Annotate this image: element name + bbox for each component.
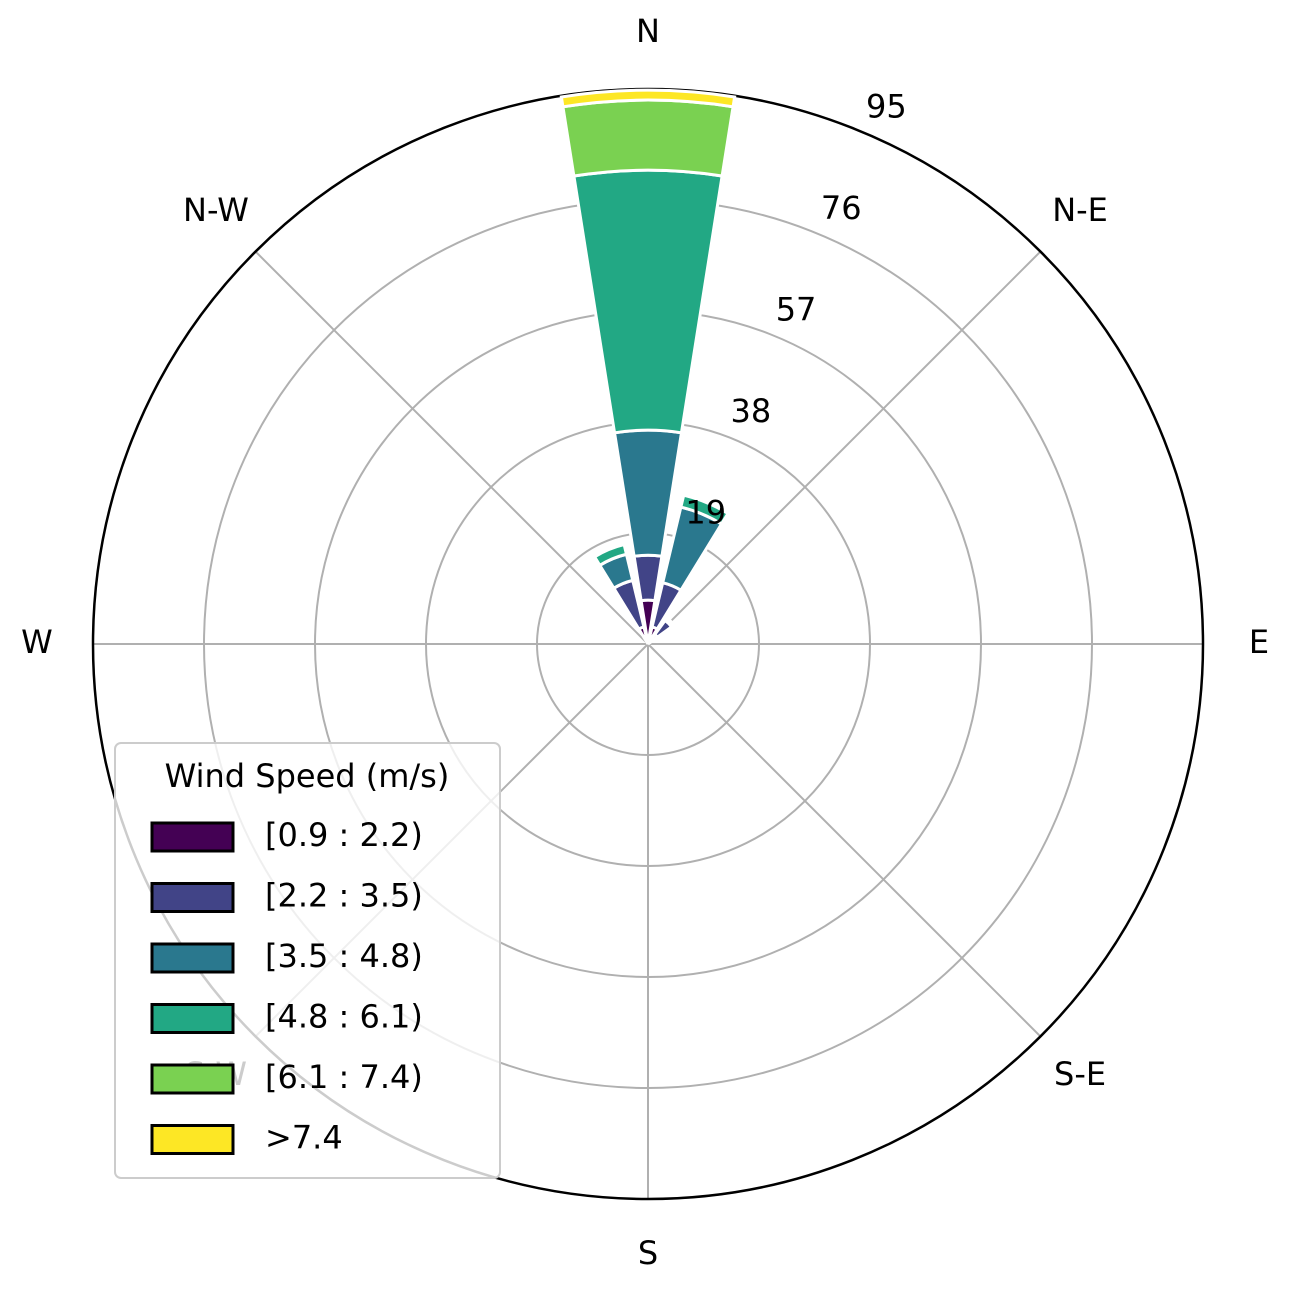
legend-label: [4.8 : 6.1) <box>265 998 423 1036</box>
legend-swatch <box>150 942 235 974</box>
direction-label: S-E <box>1054 1055 1106 1093</box>
legend-label: [3.5 : 4.8) <box>265 937 423 975</box>
direction-label: N <box>636 12 660 50</box>
legend-swatch <box>150 882 235 913</box>
rose-segment <box>612 428 684 559</box>
rose-segment <box>561 98 735 178</box>
direction-label: N-W <box>183 191 249 229</box>
legend-label: >7.4 <box>265 1119 343 1157</box>
legend-label: [2.2 : 3.5) <box>265 877 423 915</box>
rose-segment <box>572 168 724 435</box>
grid-spoke <box>647 250 1042 645</box>
legend: Wind Speed (m/s) [0.9 : 2.2) [2.2 : 3.5) [3… <box>114 742 501 1179</box>
grid-spoke <box>254 250 649 645</box>
legend-swatch <box>150 1063 235 1095</box>
radial-tick-label: 57 <box>776 290 817 328</box>
legend-swatch <box>150 1124 235 1155</box>
direction-label: N-E <box>1052 191 1108 229</box>
direction-label: S <box>638 1234 658 1272</box>
legend-swatch <box>150 821 235 853</box>
direction-label: E <box>1249 623 1269 661</box>
radial-tick-label: 76 <box>821 189 862 227</box>
rose-segment <box>559 88 737 109</box>
radial-tick-label: 95 <box>866 88 907 126</box>
direction-label: W <box>21 623 53 661</box>
rose-segment <box>632 553 664 603</box>
legend-label: [0.9 : 2.2) <box>265 816 423 854</box>
legend-title: Wind Speed (m/s) <box>165 757 450 795</box>
grid-spoke <box>647 643 1042 1038</box>
rose-segment <box>592 542 629 568</box>
radial-tick-label: 19 <box>685 493 726 531</box>
legend-label: [6.1 : 7.4) <box>265 1058 423 1096</box>
radial-tick-label: 38 <box>731 392 772 430</box>
legend-swatch <box>150 1003 235 1034</box>
rose-segment <box>663 615 677 629</box>
